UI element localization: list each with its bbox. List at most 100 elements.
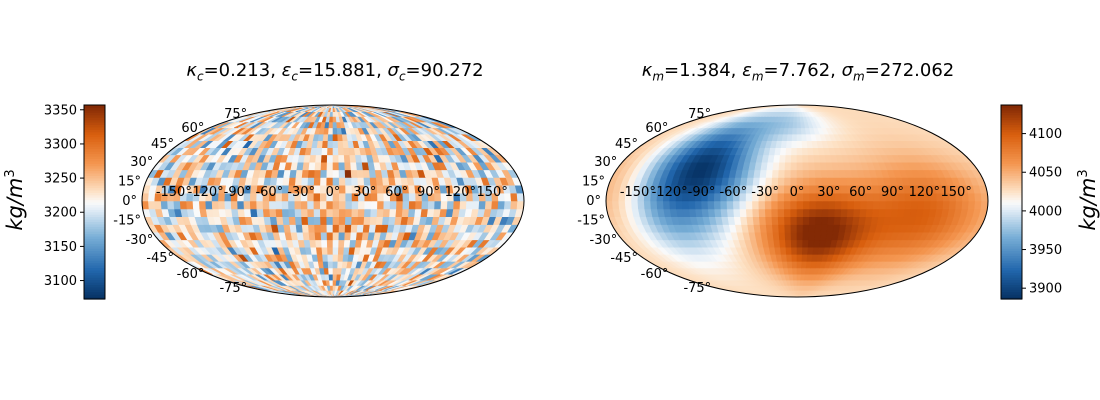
- field-cell: [179, 200, 188, 210]
- field-cell: [808, 161, 816, 171]
- field-cell: [872, 184, 880, 194]
- field-cell: [917, 200, 925, 210]
- field-cell: [345, 216, 353, 225]
- field-cell: [773, 239, 781, 248]
- field-cell: [351, 200, 359, 210]
- lat-tick-label: -30°: [590, 233, 618, 248]
- field-cell: [326, 154, 334, 163]
- field-cell: [369, 216, 378, 225]
- field-cell: [793, 111, 798, 117]
- field-cell: [796, 231, 804, 241]
- lat-tick-label: 60°: [645, 121, 668, 136]
- field-cell: [759, 224, 768, 233]
- field-cell: [790, 239, 798, 248]
- field-cell: [295, 224, 304, 233]
- field-cell: [314, 169, 322, 178]
- right-map-title: κm=1.384, εm=7.762, σm=272.062: [642, 60, 955, 84]
- field-cell: [302, 161, 311, 171]
- field-cell: [815, 208, 823, 218]
- field-cell: [414, 208, 423, 218]
- field-cell: [840, 184, 849, 194]
- field-cell: [778, 224, 786, 233]
- field-cell: [980, 200, 988, 210]
- field-cell: [841, 192, 849, 202]
- field-cell: [327, 133, 334, 142]
- lat-tick-label: 0°: [586, 194, 601, 209]
- field-cell: [186, 200, 194, 210]
- field-cell: [859, 208, 868, 218]
- field-cell: [332, 224, 340, 233]
- field-cell: [332, 161, 340, 171]
- field-cell: [332, 140, 339, 148]
- field-cell: [650, 200, 658, 210]
- field-cell: [294, 216, 303, 225]
- field-cell: [793, 279, 798, 286]
- field-cell: [262, 200, 270, 210]
- field-cell: [326, 239, 334, 248]
- field-cell: [765, 169, 774, 178]
- field-cell: [786, 140, 793, 148]
- lon-tick-label: 30°: [817, 185, 840, 200]
- field-cell: [459, 200, 468, 210]
- field-cell: [282, 216, 291, 225]
- field-cell: [250, 208, 258, 218]
- field-cell: [790, 161, 798, 171]
- field-cell: [302, 231, 311, 241]
- title-kappa: κ: [641, 60, 653, 81]
- lon-tick-label: -120°: [188, 185, 224, 200]
- field-cell: [402, 200, 410, 210]
- field-cell: [516, 192, 524, 202]
- field-cell: [332, 200, 340, 210]
- colorbar-tick-label: 3200: [44, 206, 77, 221]
- field-cell: [322, 133, 329, 142]
- field-cell: [329, 116, 334, 123]
- field-cell: [316, 254, 324, 262]
- field-cell: [370, 208, 378, 218]
- field-cell: [370, 200, 378, 210]
- field-cell: [326, 224, 334, 233]
- lon-tick-label: 90°: [881, 185, 904, 200]
- lon-tick-label: 30°: [353, 185, 376, 200]
- title-sigma-sub: c: [398, 69, 406, 84]
- field-cell: [510, 192, 518, 202]
- field-cell: [315, 154, 323, 163]
- colorbar-1: 3900 3950 4000 4050 4100: [1000, 104, 1062, 300]
- field-cell: [376, 208, 385, 218]
- field-cell: [669, 200, 677, 210]
- field-cell: [860, 200, 868, 210]
- lon-tick-label: -150°: [156, 185, 192, 200]
- field-cell: [814, 231, 822, 241]
- field-cell: [942, 200, 951, 210]
- field-cell: [624, 200, 633, 210]
- field-cell: [382, 208, 391, 218]
- colorbar-tick-label: 4100: [1029, 127, 1062, 142]
- lat-tick-label: -75°: [219, 281, 247, 296]
- colorbar-tick-label: 3250: [44, 172, 77, 187]
- field-cell: [772, 231, 780, 241]
- title-epsilon-value: =15.881,: [298, 60, 388, 81]
- field-cell: [777, 177, 785, 186]
- lat-tick-label: 30°: [594, 155, 617, 170]
- field-cell: [974, 200, 982, 210]
- lat-tick-label: -45°: [146, 251, 174, 266]
- field-cell: [329, 111, 334, 117]
- title-kappa-sub: m: [652, 69, 665, 84]
- title-kappa-sub: c: [196, 69, 204, 84]
- field-cell: [326, 169, 334, 178]
- field-cell: [809, 177, 817, 186]
- field-cell: [606, 192, 614, 202]
- field-cell: [243, 208, 252, 218]
- field-cell: [327, 147, 334, 156]
- field-cell: [224, 200, 232, 210]
- field-cell: [853, 208, 861, 218]
- field-cell: [802, 216, 810, 225]
- field-cell: [326, 161, 334, 171]
- field-cell: [796, 127, 802, 135]
- field-cell: [891, 200, 900, 210]
- field-cell: [834, 208, 842, 218]
- field-cell: [315, 147, 323, 156]
- field-cell: [389, 200, 397, 210]
- field-cell: [313, 208, 321, 218]
- field-cell: [726, 200, 734, 210]
- field-cell: [784, 161, 792, 171]
